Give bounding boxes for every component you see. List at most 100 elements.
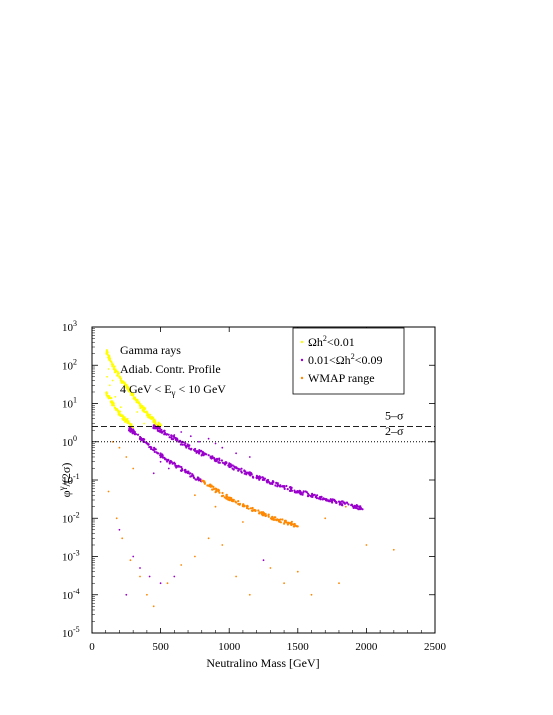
data-point [262, 559, 265, 562]
band-point [110, 361, 113, 364]
data-point [107, 368, 110, 370]
band-point [113, 406, 116, 409]
band-point [295, 525, 298, 528]
band-point [262, 511, 265, 514]
band-point [218, 459, 221, 462]
band-point [224, 463, 227, 466]
band-point [170, 434, 173, 437]
band-point [285, 484, 288, 488]
x-tick-label: 1000 [218, 641, 241, 653]
band-point [118, 376, 121, 379]
band-point [111, 363, 115, 366]
band-point [121, 414, 124, 417]
band-point [279, 485, 282, 488]
band-point [281, 485, 284, 488]
band-point [238, 503, 241, 506]
series-1 [118, 424, 364, 596]
band-point [264, 514, 267, 518]
band-point [160, 431, 164, 434]
band-point [176, 439, 179, 442]
y-axis-label-tail: /(2σ) [59, 463, 73, 487]
data-point [166, 582, 169, 585]
band-point [142, 407, 145, 410]
band-point [334, 500, 337, 503]
band-point [247, 507, 250, 510]
band-point [114, 408, 117, 411]
band-point [136, 433, 140, 436]
band-point [287, 521, 290, 524]
data-point [235, 452, 238, 455]
band-point [105, 393, 108, 397]
band-point [152, 416, 155, 420]
data-point [180, 564, 183, 566]
x-axis-ticks: 0 500 1000 1500 2000 2500 [89, 327, 447, 653]
band-point [262, 513, 266, 516]
band-point [186, 471, 189, 475]
band-point [251, 475, 254, 478]
data-point [269, 567, 272, 569]
band-point [175, 437, 178, 440]
band-point [278, 520, 281, 523]
band-point [290, 522, 293, 526]
band-point [245, 471, 248, 474]
data-point [159, 460, 162, 463]
band-point [158, 422, 161, 425]
data-point [310, 593, 313, 596]
band-point [248, 471, 251, 474]
data-point [214, 442, 217, 445]
data-point [125, 456, 128, 458]
band-point [230, 497, 233, 500]
band-point [112, 402, 115, 405]
data-point [296, 570, 299, 573]
ref-line-label-0: 5–σ [385, 409, 404, 423]
band-point [243, 472, 246, 475]
band-point [313, 493, 316, 496]
data-point [132, 467, 135, 470]
y-axis-label-sup: γ [57, 486, 67, 491]
band-point [228, 496, 231, 499]
band-point [221, 461, 224, 464]
band-point [161, 453, 164, 456]
band-point [352, 506, 355, 509]
band-point [116, 374, 119, 377]
band-point [264, 513, 267, 516]
band-point [146, 414, 149, 417]
band-point [172, 462, 175, 465]
band-point [222, 494, 225, 497]
data-point [392, 548, 395, 551]
band-point [193, 449, 197, 452]
band-point [273, 516, 276, 519]
y-tick-label: 100 [62, 434, 77, 449]
band-point [218, 457, 221, 460]
band-point [357, 508, 360, 511]
band-point [141, 409, 144, 412]
band-point [266, 481, 269, 484]
band-point [258, 511, 261, 514]
y-axis-ticks: 10-5 10-4 10-3 10-2 10-1 100 101 102 103 [62, 319, 435, 640]
band-point [266, 478, 270, 482]
band-point [305, 491, 308, 494]
data-point [107, 490, 110, 493]
band-point [290, 488, 293, 491]
band-point [154, 420, 157, 423]
band-point [112, 368, 115, 371]
band-point [107, 357, 111, 360]
band-point [271, 481, 274, 484]
band-point [133, 433, 136, 436]
band-point [255, 474, 258, 477]
band-point [257, 509, 260, 512]
band-point [307, 494, 310, 498]
band-point [149, 413, 152, 416]
data-point [152, 472, 155, 475]
data-point [139, 575, 141, 578]
band-point [228, 463, 231, 466]
band-point [166, 460, 169, 463]
band-point [130, 423, 133, 426]
x-tick-label: 2500 [424, 641, 447, 653]
annotation-energy-pre: 4 GeV < E [120, 382, 172, 396]
data-point [126, 417, 129, 420]
band-point [283, 486, 286, 489]
band-point [196, 478, 199, 481]
band-point [271, 518, 274, 521]
data-point [189, 435, 192, 438]
